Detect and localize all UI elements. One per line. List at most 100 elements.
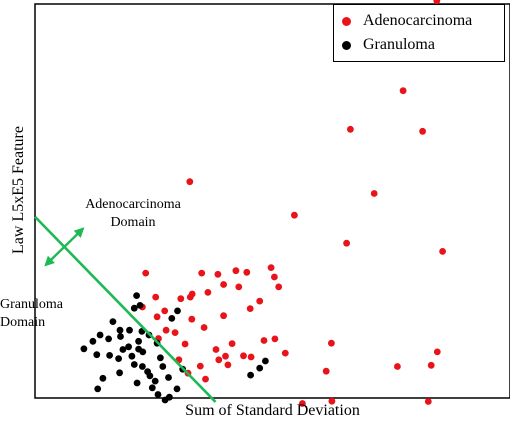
annotation-lower-line1: Granuloma [0, 297, 63, 312]
y-axis-label-text: Law L5xE5 Feature [10, 126, 27, 254]
point-granuloma-31 [116, 369, 123, 377]
point-adenocarcinoma-45 [281, 349, 289, 357]
point-adenocarcinoma-2 [347, 125, 354, 133]
point-adenocarcinoma-44 [224, 361, 232, 369]
point-adenocarcinoma-30 [256, 297, 264, 305]
point-adenocarcinoma-25 [161, 307, 169, 315]
point-granuloma-43 [262, 357, 269, 365]
point-adenocarcinoma-27 [188, 315, 196, 323]
point-granuloma-15 [135, 337, 143, 345]
arrow-granuloma-domain-head [44, 255, 55, 267]
point-adenocarcinoma-6 [291, 211, 298, 219]
point-granuloma-28 [159, 363, 167, 370]
point-adenocarcinoma-0 [433, 0, 441, 5]
point-granuloma-9 [96, 331, 104, 339]
point-granuloma-17 [80, 345, 88, 353]
point-granuloma-10 [105, 335, 112, 343]
point-adenocarcinoma-43 [215, 356, 223, 364]
point-adenocarcinoma-41 [240, 352, 247, 360]
point-granuloma-18 [93, 351, 101, 359]
point-adenocarcinoma-19 [204, 289, 212, 296]
point-granuloma-14 [125, 343, 132, 351]
point-adenocarcinoma-8 [439, 248, 446, 255]
point-granuloma-24 [157, 354, 164, 362]
point-adenocarcinoma-7 [343, 239, 350, 247]
point-adenocarcinoma-16 [220, 281, 228, 288]
decision-boundary-group [34, 215, 217, 403]
point-adenocarcinoma-33 [171, 329, 179, 336]
annotation-lower-line2: Domain [0, 315, 46, 330]
point-granuloma-7 [126, 326, 133, 334]
point-adenocarcinoma-23 [177, 295, 185, 303]
point-adenocarcinoma-10 [198, 269, 206, 277]
point-granuloma-45 [247, 371, 255, 379]
point-granuloma-27 [139, 363, 146, 370]
point-adenocarcinoma-49 [202, 375, 209, 383]
point-adenocarcinoma-22 [152, 293, 160, 301]
point-granuloma-4 [168, 315, 176, 322]
annotation-adenocarcinoma-domain: Adenocarcinoma Domain [70, 196, 196, 232]
annotation-upper-line1: Adenocarcinoma [85, 197, 181, 212]
point-adenocarcinoma-21 [186, 293, 194, 301]
plot-frame [34, 3, 510, 399]
point-adenocarcinoma-4 [186, 178, 194, 186]
point-adenocarcinoma-54 [427, 361, 435, 369]
point-adenocarcinoma-40 [222, 352, 229, 360]
point-adenocarcinoma-9 [142, 269, 150, 277]
point-adenocarcinoma-26 [153, 313, 161, 321]
point-granuloma-38 [94, 385, 102, 393]
point-adenocarcinoma-52 [394, 363, 401, 370]
point-granuloma-5 [109, 318, 117, 325]
point-adenocarcinoma-12 [232, 267, 240, 275]
legend-marker-adenocarcinoma [342, 16, 351, 26]
legend-marker-granuloma [342, 40, 351, 50]
point-adenocarcinoma-35 [181, 340, 189, 348]
point-adenocarcinoma-36 [212, 346, 220, 353]
point-granuloma-22 [128, 352, 136, 360]
point-granuloma-6 [116, 326, 124, 334]
point-adenocarcinoma-28 [220, 312, 228, 320]
data-points [80, 0, 446, 407]
annotation-granuloma-domain: Granuloma Domain [0, 296, 70, 332]
point-granuloma-21 [119, 346, 127, 353]
point-granuloma-11 [117, 333, 124, 340]
point-granuloma-44 [256, 364, 264, 372]
legend-label-adenocarcinoma: Adenocarcinoma [363, 12, 473, 29]
point-adenocarcinoma-38 [260, 337, 268, 344]
point-granuloma-20 [139, 348, 147, 356]
point-adenocarcinoma-29 [246, 305, 254, 312]
point-granuloma-35 [151, 377, 159, 385]
point-granuloma-36 [133, 379, 141, 387]
y-axis-label: Law L5xE5 Feature [4, 90, 34, 290]
point-adenocarcinoma-37 [228, 340, 236, 347]
point-granuloma-34 [99, 374, 107, 382]
legend-item-granuloma: Granuloma [342, 34, 435, 56]
point-adenocarcinoma-31 [200, 324, 208, 331]
point-adenocarcinoma-18 [275, 283, 283, 291]
point-adenocarcinoma-11 [214, 270, 222, 278]
annotation-upper-line2: Domain [110, 215, 156, 230]
point-granuloma-23 [106, 352, 113, 359]
point-adenocarcinoma-51 [322, 367, 330, 375]
point-granuloma-42 [161, 396, 169, 404]
arrow-adenocarcinoma-domain-head [73, 227, 85, 238]
point-adenocarcinoma-56 [299, 400, 306, 407]
point-adenocarcinoma-32 [162, 326, 170, 334]
point-granuloma-39 [173, 385, 181, 393]
point-granuloma-1 [136, 302, 144, 309]
point-adenocarcinoma-3 [419, 127, 426, 135]
point-granuloma-0 [133, 292, 141, 299]
point-adenocarcinoma-42 [247, 353, 255, 361]
point-adenocarcinoma-57 [424, 398, 432, 405]
point-adenocarcinoma-39 [271, 335, 279, 343]
point-granuloma-40 [154, 391, 162, 398]
point-adenocarcinoma-13 [243, 268, 251, 276]
point-granuloma-33 [165, 374, 172, 381]
point-adenocarcinoma-14 [267, 264, 275, 271]
point-granuloma-2 [130, 304, 138, 312]
legend-label-granuloma: Granuloma [363, 36, 435, 53]
point-granuloma-25 [115, 355, 122, 362]
point-adenocarcinoma-17 [235, 283, 243, 291]
point-adenocarcinoma-5 [370, 190, 378, 197]
